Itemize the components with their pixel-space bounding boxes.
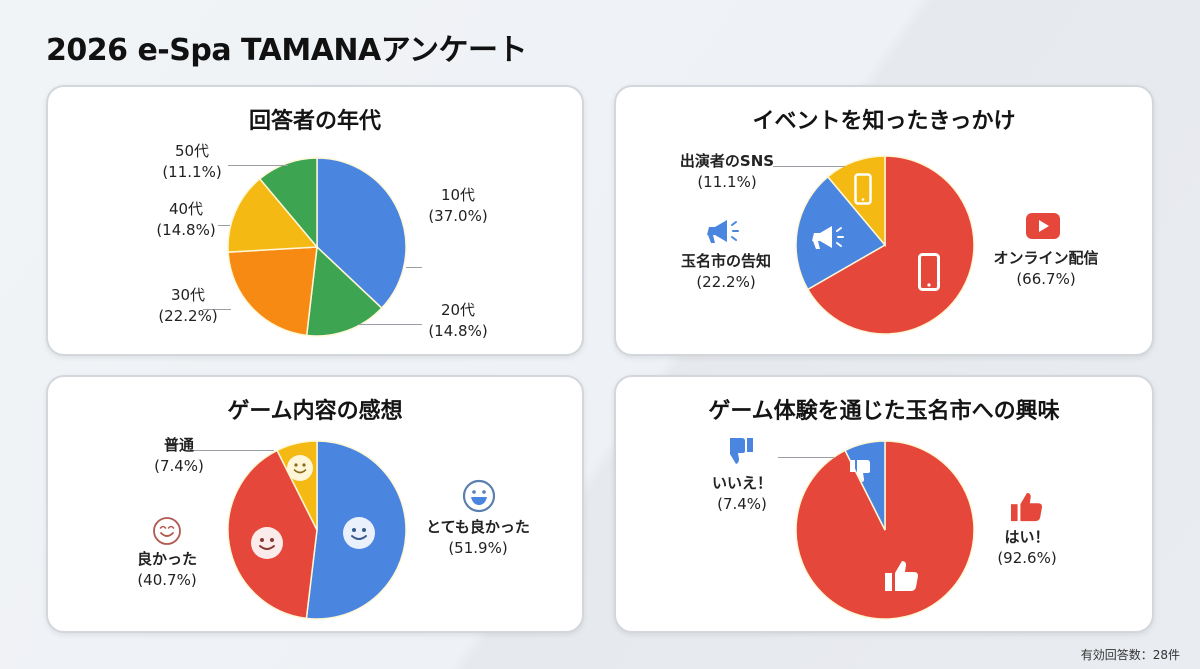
megaphone-icon: [707, 220, 739, 243]
pie-slice: [258, 157, 318, 250]
thumbs-down-icon: [730, 438, 753, 464]
smiling-face-icon: [153, 517, 181, 545]
leader-line: [406, 267, 422, 268]
thumbs-up-icon: [885, 561, 918, 591]
leader-line: [203, 309, 231, 310]
smartphone-icon: [854, 173, 872, 205]
pie-slice: [227, 177, 319, 253]
leader-line: [194, 450, 274, 451]
valid-responses-note: 有効回答数：28件: [1080, 648, 1180, 662]
thumbs-up-icon: [1011, 492, 1043, 522]
card-title: イベントを知ったきっかけ: [752, 109, 1016, 134]
label-online-stream: オンライン配信 (66.7%): [993, 249, 1099, 288]
label-30s: 30代 (22.2%): [158, 286, 218, 325]
card-city-interest: ゲーム体験を通じた玉名市への興味 いいえ！ (7.4%) はい！ (92.6%): [614, 375, 1154, 633]
card-title: ゲーム体験を通じた玉名市への興味: [708, 399, 1060, 424]
smile-icon: [343, 517, 375, 549]
pie-slice: [795, 175, 887, 291]
label-40s: 40代 (14.8%): [156, 200, 216, 239]
label-very-good: とても良かった (51.9%): [426, 518, 530, 557]
label-yes: はい！ (92.6%): [997, 528, 1057, 567]
smile-icon: [287, 455, 313, 481]
card-age-distribution: 回答者の年代 10代 (37.0%) 20代 (14.8%) 30代 (22.2%) …: [46, 85, 584, 356]
card-event-trigger: イベントを知ったきっかけ オンライン配信 (66.7%) 玉名市の告知 (22.2%…: [614, 85, 1154, 356]
youtube-play-icon: [1026, 213, 1060, 239]
thumbs-down-icon: [850, 460, 870, 482]
impression-pie-chart: [227, 440, 407, 620]
leader-line: [773, 166, 845, 167]
card-title: 回答者の年代: [248, 109, 381, 134]
label-performer-sns: 出演者のSNS (11.1%): [679, 152, 775, 191]
megaphone-icon: [812, 226, 844, 249]
page-title: 2026 e-Spa TAMANAアンケート: [46, 33, 528, 68]
leader-line: [778, 457, 834, 458]
label-50s: 50代 (11.1%): [162, 142, 222, 181]
pie-slice: [227, 246, 318, 337]
label-no: いいえ！ (7.4%): [711, 474, 772, 513]
laughing-face-icon: [462, 479, 496, 513]
pie-slice: [305, 245, 383, 337]
card-game-impression: ゲーム内容の感想 とても良かった (51.9%) 良かった (40.7%) 普通 (7…: [46, 375, 584, 633]
leader-line: [218, 225, 230, 226]
label-good: 良かった (40.7%): [136, 550, 197, 589]
pie-slice: [316, 157, 407, 310]
label-city-announcement: 玉名市の告知 (22.2%): [680, 252, 771, 291]
age-pie-chart: [227, 157, 407, 337]
label-10s: 10代 (37.0%): [428, 186, 488, 225]
card-title: ゲーム内容の感想: [227, 399, 403, 424]
leader-line: [228, 165, 288, 166]
interest-pie-chart: [795, 440, 975, 620]
smile-icon: [251, 527, 283, 559]
label-average: 普通 (7.4%): [154, 436, 204, 475]
leader-line: [358, 324, 422, 325]
smartphone-icon: [918, 253, 940, 291]
label-20s: 20代 (14.8%): [428, 301, 488, 340]
pie-slice: [844, 440, 886, 531]
